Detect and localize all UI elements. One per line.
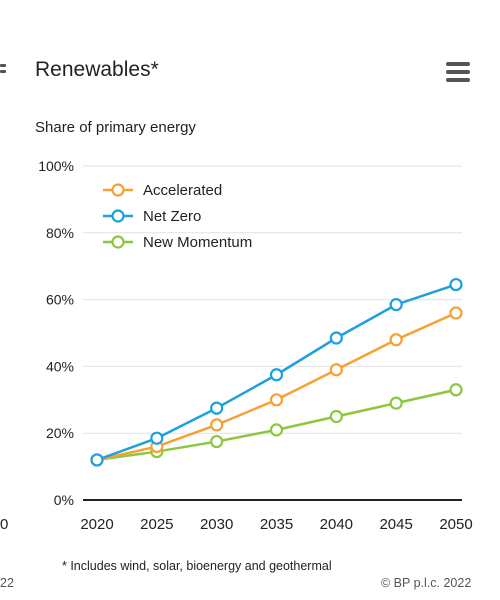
- partial-menu-icon: [0, 64, 6, 80]
- data-point: [150, 431, 164, 445]
- legend-label: New Momentum: [143, 234, 252, 251]
- data-point: [449, 277, 463, 292]
- data-point: [90, 453, 104, 467]
- y-tick-label: 80%: [46, 225, 74, 241]
- x-tick-label: 2040: [320, 516, 353, 533]
- data-point: [210, 401, 224, 415]
- data-point: [389, 298, 403, 312]
- credit: © BP p.l.c. 2022: [381, 576, 472, 590]
- data-point: [269, 368, 284, 382]
- hamburger-icon[interactable]: [446, 62, 470, 82]
- y-tick-label: 20%: [46, 425, 74, 441]
- x-tick-label: 2045: [379, 516, 412, 533]
- y-tick-label: 60%: [46, 292, 74, 308]
- x-tick-label: 2030: [200, 516, 233, 533]
- footnote: * Includes wind, solar, bioenergy and ge…: [62, 559, 332, 573]
- legend-marker: [111, 209, 125, 223]
- legend-label: Accelerated: [143, 182, 222, 199]
- x-tick-label: 2050: [439, 516, 472, 533]
- data-point: [449, 383, 463, 397]
- data-point: [329, 409, 343, 424]
- data-point: [389, 333, 403, 347]
- data-point: [449, 306, 463, 320]
- data-point: [269, 423, 284, 437]
- x-tick-label: 2020: [80, 516, 113, 533]
- data-point: [329, 363, 343, 377]
- data-point: [210, 418, 224, 432]
- y-tick-label: 100%: [38, 158, 74, 174]
- data-point: [389, 396, 403, 410]
- legend-marker: [111, 235, 125, 249]
- data-point: [269, 393, 284, 407]
- data-point: [329, 331, 343, 345]
- legend-marker: [111, 183, 125, 197]
- chart-title: Renewables*: [35, 58, 159, 81]
- y-tick-label: 0%: [54, 492, 74, 508]
- legend-label: Net Zero: [143, 208, 201, 225]
- y-axis-title: Share of primary energy: [35, 119, 196, 136]
- credit-cut: 22: [0, 576, 14, 590]
- partial-axis-label: 0: [0, 516, 9, 533]
- data-point: [210, 434, 224, 449]
- x-tick-label: 2025: [140, 516, 173, 533]
- x-tick-label: 2035: [260, 516, 293, 533]
- y-tick-label: 40%: [46, 358, 74, 374]
